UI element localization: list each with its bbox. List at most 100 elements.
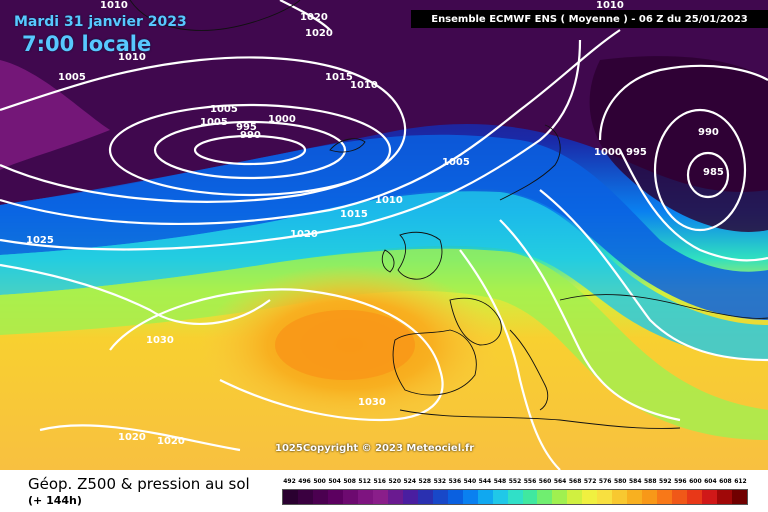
legend-swatch [492,490,508,504]
isobar-label: 1005 [58,72,86,83]
isobar-label: 985 [703,167,724,178]
isobar-label: 990 [240,130,261,141]
isobar-1005-east [539,189,768,362]
map-canvas: 1010 1020 1020 1010 1005 1015 1010 1005 … [0,0,768,470]
legend-label: 516 [373,478,386,485]
model-info: Ensemble ECMWF ENS ( Moyenne ) - 06 Z du… [411,10,768,28]
coastline-east-europe [559,294,768,319]
legend-label: 604 [704,478,717,485]
isobar-label: 1020 [300,12,328,23]
legend-label: 580 [613,478,627,485]
legend-swatch [597,490,613,504]
legend-label: 540 [463,478,477,485]
isobar-label: 990 [698,127,719,138]
legend-swatch [537,490,553,504]
legend-label: 588 [644,478,657,485]
coastline-italy [509,329,549,411]
coastline-france [449,297,502,346]
isobar-label: 1010 [375,195,403,206]
isobar-label: 995 [236,122,257,133]
isobar-1020-south [39,424,241,452]
legend-swatch [567,490,583,504]
legend-label: 544 [478,478,492,485]
isobar-label: 1010 [350,80,378,91]
legend-label: 548 [493,478,507,485]
legend-swatch [582,490,598,504]
coastline-iceland [329,138,366,153]
magenta-zone-west [0,60,110,170]
isobar-low-985-east [686,151,730,199]
blue-band [0,134,768,320]
legend-swatch [522,490,538,504]
legend-label: 520 [388,478,401,485]
legend-swatch [283,490,298,504]
map-title: Géop. Z500 & pression au sol [28,475,250,493]
isobar-label: 995 [626,147,647,158]
forecast-range: (+ 144h) [28,494,82,507]
isobar-label: 1020 [157,436,185,447]
legend-label: 512 [358,478,371,485]
isobar-label: 1020 [118,432,146,443]
isobar-1030-a [109,288,444,422]
legend-label: 608 [719,478,732,485]
isobar-label: 1030 [146,335,174,346]
legend-label: 496 [298,478,311,485]
legend-colorbar [282,489,748,505]
legend-swatch [327,490,343,504]
legend-swatch [552,490,568,504]
high-core [275,310,415,380]
isobar-low-990-east [653,108,747,232]
legend-label: 600 [689,478,702,485]
isobar-label: 1000 [268,114,296,125]
coastline-greenland [129,0,301,31]
isobar-label: 1020 [305,28,333,39]
legend-swatch [507,490,523,504]
legend-label: 584 [628,478,642,485]
legend-swatch [387,490,403,504]
legend-label: 572 [583,478,597,485]
legend-labels: 492 496 500 504 508 512 516 520 524 528 532 536 540 5… [282,478,748,487]
coastline-ireland [381,249,395,273]
legend-label: 612 [734,478,747,485]
legend-swatch [372,490,388,504]
coastlines [129,0,768,429]
legend-swatch [447,490,463,504]
isobar-label: 1010 [596,0,624,11]
legend-swatch [687,490,703,504]
legend-label: 560 [538,478,552,485]
forecast-time: 7:00 locale [22,32,152,56]
isobar-label: 1025 [26,235,54,246]
weather-map: 1010 1020 1020 1010 1005 1015 1010 1005 … [0,0,768,470]
isobar-1015-east [459,249,561,470]
legend-swatch [477,490,493,504]
legend-swatch [672,490,688,504]
isobar-low-1000 [153,120,347,180]
legend-swatch [612,490,628,504]
isobar-low-995 [193,134,307,166]
isobar-1010 [0,56,407,203]
legend-swatch [642,490,658,504]
legend-label: 596 [674,478,687,485]
legend-label: 532 [433,478,447,485]
isobar-label: 1020 [290,229,318,240]
legend-swatch [342,490,358,504]
forecast-date: Mardi 31 janvier 2023 [14,14,187,30]
isobar-1010-east [499,219,681,422]
legend-swatch [432,490,448,504]
legend-swatch [297,490,313,504]
isobar-1000-east [619,149,768,262]
legend-label: 556 [523,478,537,485]
legend-swatch [462,490,478,504]
legend-label: 564 [553,478,567,485]
legend-swatch [657,490,673,504]
isobar-label: 1005 [200,117,228,128]
low-geopotential-north [0,0,768,205]
legend-swatch [627,490,643,504]
legend-label: 504 [328,478,341,485]
legend-swatch [312,490,328,504]
isobar-label: 1010 [118,52,146,63]
copyright: 1025Copyright © 2023 Meteociel.fr [275,443,475,454]
legend-label: 500 [313,478,326,485]
legend-label: 536 [448,478,462,485]
coastline-north-africa [399,409,681,429]
